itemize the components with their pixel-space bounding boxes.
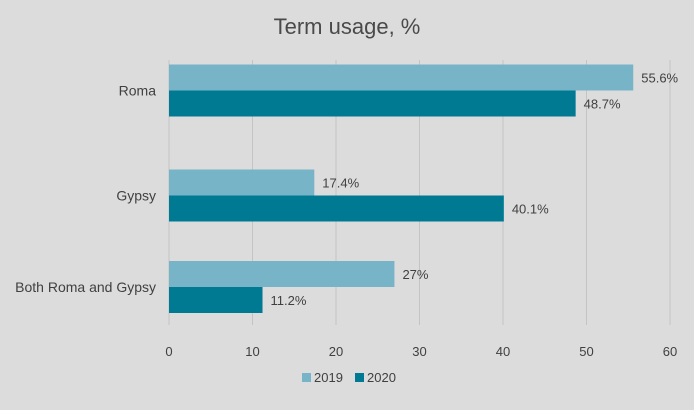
bar-2020-1	[169, 195, 504, 222]
data-labels: 55.6% 48.7% 17.4% 40.1% 27% 11.2%	[271, 71, 679, 309]
x-tick-label-20: 20	[329, 344, 343, 359]
x-tick-label-50: 50	[579, 344, 593, 359]
data-label-2020-2: 11.2%	[271, 293, 307, 308]
data-label-2020-1: 40.1%	[512, 202, 549, 217]
data-label-2019-1: 17.4%	[322, 176, 359, 191]
bar-2020-2	[169, 287, 263, 313]
legend-swatch-2019	[302, 373, 311, 382]
x-tick-label-10: 10	[245, 344, 259, 359]
x-tick-label-60: 60	[663, 344, 677, 359]
data-label-2019-0: 55.6%	[641, 71, 678, 86]
bar-2019-1	[169, 169, 315, 196]
x-axis: 0 10 20 30 40 50 60	[165, 344, 677, 359]
bar-2020-0	[169, 90, 576, 117]
bar-2019-0	[169, 64, 634, 91]
legend-swatch-2020	[355, 373, 364, 382]
x-tick-label-30: 30	[412, 344, 426, 359]
x-tick-label-40: 40	[496, 344, 510, 359]
category-label-1: Gypsy	[116, 188, 156, 204]
category-label-2: Both Roma and Gypsy	[15, 279, 156, 295]
data-label-2020-0: 48.7%	[584, 97, 621, 112]
legend: 2019 2020	[302, 370, 396, 385]
category-label-0: Roma	[119, 83, 157, 99]
bar-2019-2	[169, 261, 395, 287]
legend-label-2020: 2020	[367, 370, 396, 385]
legend-label-2019: 2019	[314, 370, 343, 385]
x-tick-label-0: 0	[165, 344, 172, 359]
y-axis: Roma Gypsy Both Roma and Gypsy	[15, 83, 156, 296]
chart-title: Term usage, %	[274, 14, 421, 39]
bars	[169, 64, 634, 313]
data-label-2019-2: 27%	[402, 267, 428, 282]
